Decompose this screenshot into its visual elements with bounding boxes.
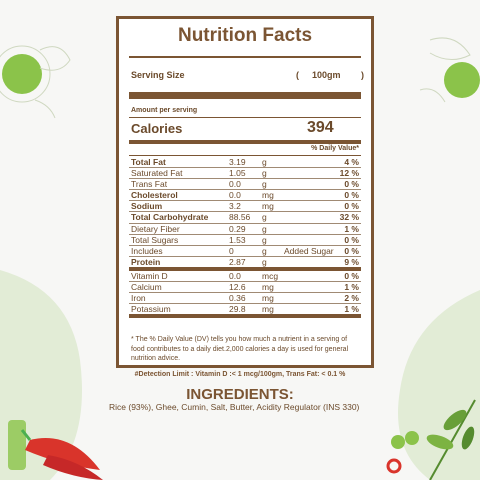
nutrient-amount: 29.8 — [229, 304, 246, 315]
nutrient-name: Calcium — [131, 281, 162, 292]
calories-label: Calories — [131, 121, 183, 136]
nutrient-name: Total Fat — [131, 157, 166, 167]
detection-limit-note: #Detection Limit : Vitamin D :< 1 mcg/10… — [134, 371, 346, 378]
nutrient-row: Iron 0.36 mg 2 % — [129, 293, 361, 305]
nutrient-unit: g — [262, 212, 267, 223]
nutrient-amount: 1.05 — [229, 168, 246, 179]
nutrient-row: Includes 0 g Added Sugar 0 % — [129, 246, 361, 257]
nutrient-daily-value: 9 % — [344, 256, 359, 267]
nutrient-amount: 0.29 — [229, 223, 246, 234]
nutrient-amount: 0 — [229, 245, 234, 256]
nutrient-daily-value: 12 % — [339, 168, 359, 179]
nutrient-unit: g — [262, 256, 267, 267]
nutrient-name: Dietary Fiber — [131, 223, 180, 234]
nutrient-unit: g — [262, 245, 267, 256]
nutrient-name: Protein — [131, 256, 161, 267]
nutrient-unit: g — [262, 168, 267, 179]
nutrient-daily-value: 4 % — [344, 157, 359, 167]
pea-illustration-top-left — [0, 45, 71, 119]
nutrient-unit: g — [262, 157, 267, 167]
nutrient-daily-value: 0 % — [344, 245, 359, 256]
nutrient-amount: 2.87 — [229, 256, 246, 267]
nutrient-name: Cholesterol — [131, 190, 178, 201]
nutrient-row: Total Sugars 1.53 g 0 % — [129, 235, 361, 246]
thick-divider — [129, 140, 361, 144]
divider — [129, 117, 361, 118]
daily-value-footnote: * The % Daily Value (DV) tells you how m… — [131, 336, 349, 362]
daily-value-header: % Daily Value* — [311, 145, 359, 152]
nutrient-name: Iron — [131, 293, 146, 304]
ingredients-title: INGREDIENTS: — [186, 386, 294, 403]
nutrient-unit: mg — [262, 190, 274, 201]
nutrient-name: Vitamin D — [131, 270, 168, 281]
nutrient-amount: 0.36 — [229, 293, 246, 304]
nutrient-daily-value: 0 % — [344, 234, 359, 245]
nutrient-row: Total Carbohydrate 88.56 g 32 % — [129, 212, 361, 224]
nutrient-unit: g — [262, 223, 267, 234]
nutrient-unit: mg — [262, 281, 274, 292]
serving-size-value: 100gm — [312, 70, 341, 80]
nutrient-unit: mg — [262, 201, 274, 212]
calories-value: 394 — [307, 119, 334, 136]
nutrient-row: Total Fat 3.19 g 4 % — [129, 157, 361, 169]
serving-size-open-paren: ( — [296, 70, 299, 80]
nutrient-row: Saturated Fat 1.05 g 12 % — [129, 168, 361, 180]
nutrient-daily-value: 32 % — [339, 212, 359, 223]
nutrient-amount: 1.53 — [229, 234, 246, 245]
nutrient-row: Dietary Fiber 0.29 g 1 % — [129, 224, 361, 235]
nutrient-amount: 3.19 — [229, 157, 246, 167]
nutrient-row: Protein 2.87 g 9 % — [129, 257, 361, 271]
nutrient-name: Total Carbohydrate — [131, 212, 209, 223]
nutrient-name: Includes — [131, 245, 163, 256]
nutrient-daily-value: 0 % — [344, 179, 359, 190]
divider — [129, 155, 361, 156]
nutrient-unit: g — [262, 179, 267, 190]
nutrient-name: Sodium — [131, 201, 163, 212]
nutrient-daily-value: 1 % — [344, 304, 359, 315]
nutrient-unit: g — [262, 234, 267, 245]
nutrient-unit: mcg — [262, 270, 279, 281]
serving-size-label: Serving Size — [131, 70, 185, 80]
serving-size-row: Serving Size ( 100gm ) — [131, 70, 364, 84]
nutrient-unit: mg — [262, 293, 274, 304]
nutrient-amount: 0.0 — [229, 190, 241, 201]
serving-size-close-paren: ) — [361, 70, 364, 80]
nutrient-daily-value: 0 % — [344, 270, 359, 281]
nutrient-row: Cholesterol 0.0 mg 0 % — [129, 190, 361, 202]
nutrient-amount: 88.56 — [229, 212, 251, 223]
nutrient-amount: 3.2 — [229, 201, 241, 212]
nutrient-table: Total Fat 3.19 g 4 % Saturated Fat 1.05 … — [129, 157, 361, 319]
pea-illustration-top-right — [419, 37, 480, 103]
nutrient-daily-value: 0 % — [344, 201, 359, 212]
nutrition-facts-label: Nutrition Facts Serving Size ( 100gm ) A… — [116, 16, 374, 368]
nutrient-row: Calcium 12.6 mg 1 % — [129, 281, 361, 294]
leaf-blob-bottom-right — [398, 290, 480, 480]
label-title: Nutrition Facts — [177, 25, 313, 46]
calories-row: Calories 394 — [131, 119, 359, 139]
nutrient-daily-value: 2 % — [344, 293, 359, 304]
nutrient-row: Trans Fat 0.0 g 0 % — [129, 179, 361, 191]
nutrient-daily-value: 0 % — [344, 190, 359, 201]
nutrient-name: Total Sugars — [131, 234, 179, 245]
nutrient-name: Trans Fat — [131, 179, 168, 190]
nutrient-amount: 12.6 — [229, 281, 246, 292]
thick-divider — [129, 92, 361, 99]
divider — [129, 56, 361, 58]
nutrient-row: Sodium 3.2 mg 0 % — [129, 201, 361, 213]
nutrient-name: Saturated Fat — [131, 168, 183, 179]
nutrient-amount: 0.0 — [229, 179, 241, 190]
nutrient-daily-value: 1 % — [344, 223, 359, 234]
ingredients-list: Rice (93%), Ghee, Cumin, Salt, Butter, A… — [109, 402, 360, 412]
nutrient-amount: 0.0 — [229, 270, 241, 281]
nutrient-extra: Added Sugar — [284, 245, 334, 256]
amount-per-serving: Amount per serving — [131, 107, 198, 114]
nutrient-row: Potassium 29.8 mg 1 % — [129, 304, 361, 319]
nutrient-unit: mg — [262, 304, 274, 315]
chilli-pepper-illustration — [8, 420, 103, 480]
nutrient-daily-value: 1 % — [344, 281, 359, 292]
nutrient-row: Vitamin D 0.0 mcg 0 % — [129, 271, 361, 282]
nutrient-name: Potassium — [131, 304, 171, 315]
